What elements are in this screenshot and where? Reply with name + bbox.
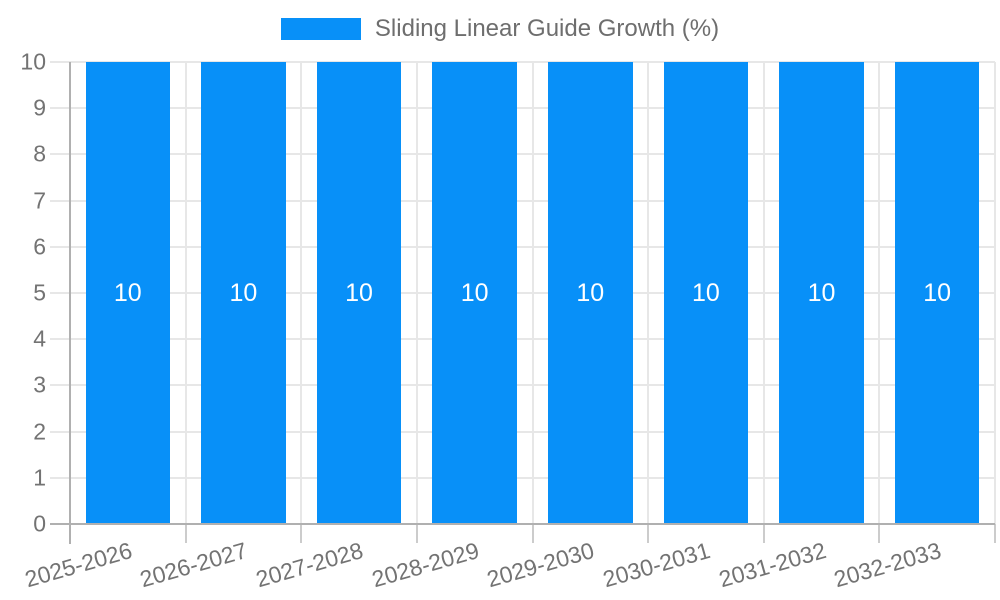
y-axis-tick — [50, 61, 70, 63]
y-axis-tick — [50, 476, 70, 479]
gridline-vertical — [531, 62, 534, 524]
gridline-vertical — [878, 62, 881, 524]
bar[interactable]: 10 — [201, 62, 286, 524]
bar[interactable]: 10 — [894, 62, 980, 524]
x-tick-label: 2029-2030 — [484, 537, 598, 593]
x-axis-tick — [531, 524, 534, 543]
x-axis-labels: 2025-2026 2026-2027 2027-2028 2028-2029 2029… — [22, 537, 995, 600]
bar-value-label: 10 — [576, 278, 605, 307]
x-tick-label: 2026-2027 — [137, 537, 251, 593]
x-axis-tick — [300, 524, 303, 543]
gridline-vertical — [762, 62, 765, 524]
x-tick-label: 2027-2028 — [253, 537, 366, 593]
bar[interactable]: 10 — [548, 62, 633, 524]
y-axis-line — [69, 62, 71, 544]
bar-slot: 10 — [533, 62, 649, 524]
y-axis-labels: 0 1 2 3 4 5 6 7 8 9 10 — [0, 50, 46, 535]
x-tick-label: 2028-2029 — [368, 537, 482, 593]
bar-slot: 10 — [648, 62, 764, 524]
y-tick-label: 8 — [33, 140, 46, 167]
y-tick-label: 3 — [33, 371, 46, 398]
y-axis-tick — [50, 338, 70, 341]
y-tick-label: 2 — [33, 418, 46, 445]
y-tick-label: 7 — [33, 187, 46, 214]
bar[interactable]: 10 — [85, 62, 171, 524]
y-axis-tick — [50, 292, 70, 294]
bar-series: 10 10 10 10 10 10 10 10 — [70, 62, 995, 524]
x-axis-tick — [878, 524, 881, 543]
bar-value-label: 10 — [460, 278, 489, 307]
x-axis-tick — [184, 524, 187, 543]
y-axis-tick — [50, 384, 70, 387]
x-axis-tick — [647, 524, 650, 543]
gridline-vertical — [647, 62, 650, 524]
bar-value-label: 10 — [113, 278, 142, 307]
bar-slot: 10 — [764, 62, 880, 524]
y-tick-label: 5 — [33, 279, 46, 306]
bar-value-label: 10 — [345, 278, 373, 307]
y-tick-label: 4 — [33, 325, 46, 352]
x-axis-tick — [762, 524, 765, 543]
y-tick-label: 10 — [20, 48, 46, 75]
bar-slot: 10 — [301, 62, 417, 524]
plot-area: 10 10 10 10 10 10 10 10 — [50, 61, 996, 544]
y-tick-label: 6 — [33, 233, 46, 260]
x-tick-label: 2030-2031 — [599, 537, 713, 593]
x-axis-line — [50, 523, 995, 525]
gridline-vertical — [300, 62, 303, 524]
y-axis-tick — [50, 199, 70, 202]
bar[interactable]: 10 — [663, 62, 749, 524]
bar-slot: 10 — [70, 62, 186, 524]
x-tick-label: 2032-2033 — [831, 537, 945, 593]
y-axis-tick — [50, 430, 70, 433]
bar-value-label: 10 — [692, 278, 720, 307]
y-tick-label: 9 — [33, 94, 46, 121]
y-tick-label: 0 — [33, 510, 46, 537]
bar[interactable]: 10 — [432, 62, 517, 524]
gridline-vertical — [184, 62, 187, 524]
legend-swatch — [280, 18, 361, 41]
legend[interactable]: Sliding Linear Guide Growth (%) — [0, 15, 1000, 42]
bar-slot: 10 — [417, 62, 533, 524]
y-tick-label: 1 — [33, 464, 46, 491]
x-tick-label: 2025-2026 — [21, 537, 135, 593]
bar[interactable]: 10 — [316, 62, 402, 524]
y-axis-tick — [50, 107, 70, 110]
bar-slot: 10 — [879, 62, 995, 524]
bar-value-label: 10 — [807, 278, 836, 307]
bar-slot: 10 — [186, 62, 302, 524]
y-axis-tick — [50, 153, 70, 156]
x-axis-tick — [415, 524, 418, 543]
gridline-vertical — [415, 62, 418, 524]
bar[interactable]: 10 — [779, 62, 864, 524]
x-tick-label: 2031-2032 — [715, 537, 829, 593]
bar-value-label: 10 — [923, 278, 952, 307]
x-axis-tick — [994, 524, 996, 543]
bar-value-label: 10 — [229, 278, 258, 307]
y-axis-tick — [50, 245, 70, 248]
legend-label: Sliding Linear Guide Growth (%) — [374, 15, 720, 42]
gridline-vertical — [994, 62, 996, 524]
